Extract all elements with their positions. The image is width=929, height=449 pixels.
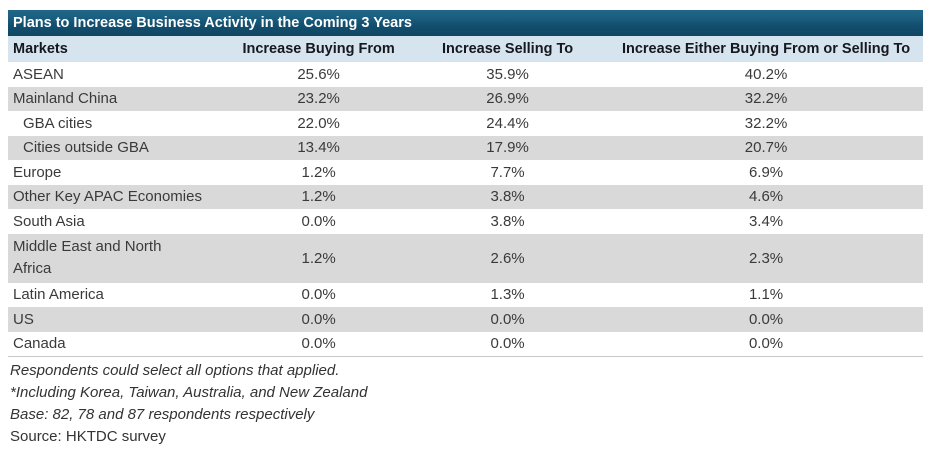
selling-value-cell: 35.9%: [486, 65, 529, 83]
selling-value-cell: 7.7%: [490, 163, 525, 181]
buying-value-cell: 23.2%: [297, 90, 340, 108]
market-cell: Europe: [13, 163, 62, 181]
table-row: GBA cities 22.0% 24.4% 32.2%: [8, 111, 923, 136]
table-row: Latin America 0.0% 1.3% 1.1%: [8, 282, 923, 307]
either-value-cell: 4.6%: [748, 188, 784, 206]
column-header-increase-buying-from: Increase Buying From: [242, 41, 395, 57]
source-note: Source: HKTDC survey: [10, 428, 166, 445]
selling-value-cell: 3.8%: [490, 212, 525, 230]
either-value-cell: 0.0%: [748, 335, 784, 353]
market-cell: South Asia: [13, 212, 85, 230]
survey-table: Plans to Increase Business Activity in t…: [8, 10, 923, 357]
selling-value-cell: 0.0%: [490, 335, 525, 353]
either-value-cell: 32.2%: [744, 114, 788, 132]
footnote-line: *Including Korea, Taiwan, Australia, and…: [10, 384, 368, 401]
market-cell: ASEAN: [13, 65, 64, 83]
market-cell: Latin America: [13, 286, 104, 304]
table-row: South Asia 0.0% 3.8% 3.4%: [8, 209, 923, 234]
table-row: US 0.0% 0.0% 0.0%: [8, 307, 923, 332]
either-value-cell: 6.9%: [748, 163, 784, 181]
buying-value-cell: 0.0%: [301, 286, 336, 304]
selling-value-cell: 0.0%: [490, 310, 525, 328]
either-value-cell: 1.1%: [748, 286, 784, 304]
table-row: Europe 1.2% 7.7% 6.9%: [8, 160, 923, 185]
market-cell: Mainland China: [13, 90, 118, 108]
buying-value-cell: 0.0%: [301, 335, 336, 353]
table-title-bar: Plans to Increase Business Activity in t…: [8, 10, 923, 36]
table-row: Canada 0.0% 0.0% 0.0%: [8, 331, 923, 356]
buying-value-cell: 1.2%: [301, 163, 336, 181]
footnote-line: Respondents could select all options tha…: [10, 362, 340, 379]
either-value-cell: 2.3%: [748, 249, 784, 267]
buying-value-cell: 22.0%: [297, 114, 340, 132]
either-value-cell: 3.4%: [748, 212, 784, 230]
either-value-cell: 40.2%: [744, 65, 788, 83]
buying-value-cell: 13.4%: [297, 139, 340, 157]
table-row: Mainland China 23.2% 26.9% 32.2%: [8, 86, 923, 111]
buying-value-cell: 0.0%: [301, 212, 336, 230]
buying-value-cell: 0.0%: [301, 310, 336, 328]
market-cell: Canada: [13, 335, 66, 353]
buying-value-cell: 1.2%: [301, 188, 336, 206]
market-cell: Other Key APAC Economies: [13, 188, 202, 206]
table-footnotes: Respondents could select all options tha…: [10, 360, 920, 448]
column-header-increase-selling-to: Increase Selling To: [442, 41, 574, 57]
table-header-row: Markets Increase Buying From Increase Se…: [8, 36, 923, 62]
selling-value-cell: 2.6%: [490, 249, 525, 267]
selling-value-cell: 26.9%: [486, 90, 529, 108]
buying-value-cell: 25.6%: [297, 65, 340, 83]
either-value-cell: 0.0%: [748, 310, 784, 328]
selling-value-cell: 24.4%: [486, 114, 529, 132]
selling-value-cell: 1.3%: [490, 286, 525, 304]
table-row: ASEAN 25.6% 35.9% 40.2%: [8, 62, 923, 87]
table-row: Other Key APAC Economies 1.2% 3.8% 4.6%: [8, 184, 923, 209]
either-value-cell: 32.2%: [744, 90, 788, 108]
market-cell: GBA cities: [23, 114, 93, 132]
market-cell: Cities outside GBA: [23, 139, 149, 157]
table-title: Plans to Increase Business Activity in t…: [13, 15, 412, 31]
market-cell: US: [13, 310, 34, 328]
selling-value-cell: 17.9%: [486, 139, 529, 157]
table-row: Cities outside GBA 13.4% 17.9% 20.7%: [8, 135, 923, 160]
column-header-markets: Markets: [13, 41, 68, 57]
market-cell: Middle East and North Africa: [13, 238, 162, 277]
buying-value-cell: 1.2%: [301, 249, 336, 267]
either-value-cell: 20.7%: [744, 139, 788, 157]
table-body: ASEAN 25.6% 35.9% 40.2% Mainland China 23.2% 2…: [8, 62, 923, 357]
column-header-increase-either: Increase Either Buying From or Selling T…: [621, 41, 911, 57]
selling-value-cell: 3.8%: [490, 188, 525, 206]
table-row: Middle East and North Africa 1.2% 2.6% 2.3%: [8, 233, 923, 283]
footnote-line: Base: 82, 78 and 87 respondents respecti…: [10, 406, 315, 423]
